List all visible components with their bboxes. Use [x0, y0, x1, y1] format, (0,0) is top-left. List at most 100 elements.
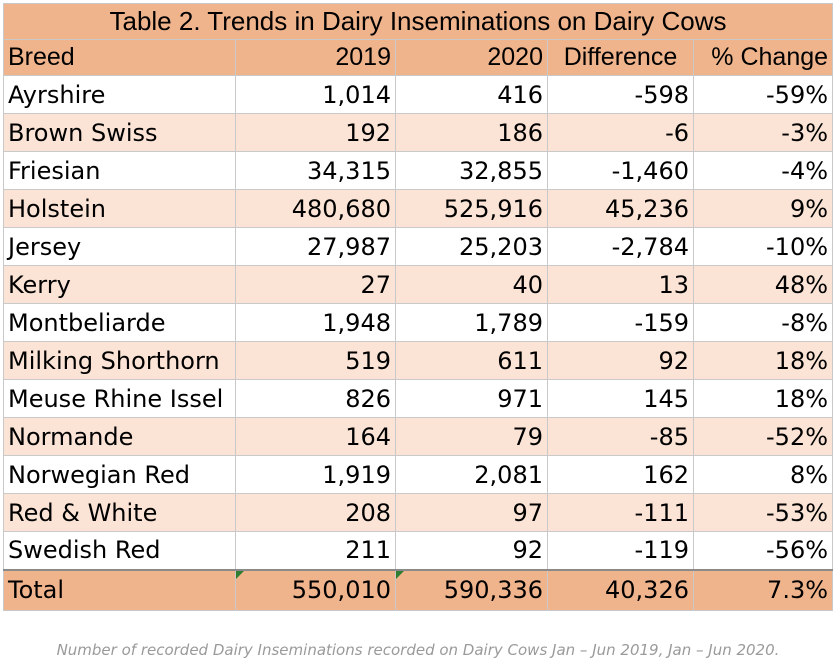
cell-difference: -1,460 — [547, 151, 694, 190]
cell-percent-change: -3% — [692, 113, 834, 152]
cell-2019: 211 — [235, 531, 396, 570]
cell-2019: 192 — [235, 113, 396, 152]
cell-breed: Normande — [3, 417, 236, 456]
total-percent-change: 7.3% — [692, 568, 834, 611]
cell-breed: Jersey — [3, 227, 236, 266]
cell-2019: 27 — [235, 265, 396, 304]
cell-2020: 525,916 — [395, 189, 548, 228]
cell-2020: 40 — [395, 265, 548, 304]
total-label: Total — [3, 568, 236, 611]
cell-2019: 208 — [235, 493, 396, 532]
cell-difference: -2,784 — [547, 227, 694, 266]
cell-difference: -119 — [547, 531, 694, 570]
total-row: Total 550,010 590,336 40,326 7.3% — [3, 568, 834, 611]
cell-breed: Norwegian Red — [3, 455, 236, 494]
header-row: Breed 2019 2020 Difference % Change — [3, 39, 834, 76]
cell-percent-change: -59% — [692, 75, 834, 114]
cell-difference: -85 — [547, 417, 694, 456]
cell-2019: 1,014 — [235, 75, 396, 114]
table-row: Normande 164 79 -85 -52% — [3, 417, 834, 456]
cell-2019: 27,987 — [235, 227, 396, 266]
cell-percent-change: -52% — [692, 417, 834, 456]
cell-2019: 34,315 — [235, 151, 396, 190]
cell-breed: Friesian — [3, 151, 236, 190]
table-row: Montbeliarde 1,948 1,789 -159 -8% — [3, 303, 834, 342]
cell-difference: -159 — [547, 303, 694, 342]
dairy-inseminations-table-container: Table 2. Trends in Dairy Inseminations o… — [2, 3, 834, 611]
header-breed: Breed — [3, 39, 236, 76]
error-indicator-icon — [236, 571, 244, 579]
cell-breed: Montbeliarde — [3, 303, 236, 342]
cell-2020: 92 — [395, 531, 548, 570]
header-2019: 2019 — [235, 39, 396, 76]
cell-percent-change: -8% — [692, 303, 834, 342]
cell-2020: 416 — [395, 75, 548, 114]
table-caption: Number of recorded Dairy Inseminations r… — [56, 641, 780, 659]
total-2020: 590,336 — [395, 568, 548, 611]
table-row: Swedish Red 211 92 -119 -56% — [3, 531, 834, 570]
cell-2020: 2,081 — [395, 455, 548, 494]
cell-2019: 480,680 — [235, 189, 396, 228]
table-row: Norwegian Red 1,919 2,081 162 8% — [3, 455, 834, 494]
table-row: Ayrshire 1,014 416 -598 -59% — [3, 75, 834, 114]
cell-percent-change: -56% — [692, 531, 834, 570]
cell-2020: 97 — [395, 493, 548, 532]
cell-2019: 1,919 — [235, 455, 396, 494]
table-title: Table 2. Trends in Dairy Inseminations o… — [2, 3, 834, 40]
cell-difference: 145 — [547, 379, 694, 418]
cell-breed: Swedish Red — [3, 531, 236, 570]
cell-breed: Holstein — [3, 189, 236, 228]
cell-percent-change: 48% — [692, 265, 834, 304]
total-2019: 550,010 — [235, 568, 396, 611]
cell-breed: Milking Shorthorn — [3, 341, 236, 380]
table-row: Meuse Rhine Issel 826 971 145 18% — [3, 379, 834, 418]
cell-difference: 92 — [547, 341, 694, 380]
cell-difference: 13 — [547, 265, 694, 304]
cell-breed: Meuse Rhine Issel — [3, 379, 236, 418]
cell-2020: 611 — [395, 341, 548, 380]
cell-2020: 1,789 — [395, 303, 548, 342]
cell-2019: 519 — [235, 341, 396, 380]
total-difference: 40,326 — [547, 568, 694, 611]
error-indicator-icon — [396, 571, 404, 579]
cell-percent-change: 18% — [692, 341, 834, 380]
table-row: Holstein 480,680 525,916 45,236 9% — [3, 189, 834, 228]
table-title-row: Table 2. Trends in Dairy Inseminations o… — [2, 3, 834, 40]
cell-2019: 826 — [235, 379, 396, 418]
cell-2020: 79 — [395, 417, 548, 456]
table-row: Red & White 208 97 -111 -53% — [3, 493, 834, 532]
cell-difference: -111 — [547, 493, 694, 532]
cell-2020: 32,855 — [395, 151, 548, 190]
table-row: Milking Shorthorn 519 611 92 18% — [3, 341, 834, 380]
header-2020: 2020 — [395, 39, 548, 76]
total-2019-value: 550,010 — [291, 576, 391, 605]
header-difference: Difference — [547, 39, 694, 76]
cell-difference: -6 — [547, 113, 694, 152]
table-body: Ayrshire 1,014 416 -598 -59% Brown Swiss 192 18… — [3, 75, 834, 570]
table-row: Friesian 34,315 32,855 -1,460 -4% — [3, 151, 834, 190]
total-2020-value: 590,336 — [443, 576, 543, 605]
table-row: Jersey 27,987 25,203 -2,784 -10% — [3, 227, 834, 266]
table-row: Kerry 27 40 13 48% — [3, 265, 834, 304]
dairy-inseminations-table: Table 2. Trends in Dairy Inseminations o… — [2, 3, 834, 611]
table-row: Brown Swiss 192 186 -6 -3% — [3, 113, 834, 152]
cell-2019: 1,948 — [235, 303, 396, 342]
cell-breed: Red & White — [3, 493, 236, 532]
cell-percent-change: -53% — [692, 493, 834, 532]
cell-breed: Ayrshire — [3, 75, 236, 114]
cell-2020: 186 — [395, 113, 548, 152]
cell-2020: 25,203 — [395, 227, 548, 266]
cell-2020: 971 — [395, 379, 548, 418]
cell-percent-change: 9% — [692, 189, 834, 228]
cell-2019: 164 — [235, 417, 396, 456]
cell-difference: 45,236 — [547, 189, 694, 228]
cell-percent-change: 18% — [692, 379, 834, 418]
cell-breed: Kerry — [3, 265, 236, 304]
header-percent-change: % Change — [692, 39, 834, 76]
cell-difference: -598 — [547, 75, 694, 114]
cell-percent-change: 8% — [692, 455, 834, 494]
cell-breed: Brown Swiss — [3, 113, 236, 152]
cell-percent-change: -4% — [692, 151, 834, 190]
cell-percent-change: -10% — [692, 227, 834, 266]
cell-difference: 162 — [547, 455, 694, 494]
